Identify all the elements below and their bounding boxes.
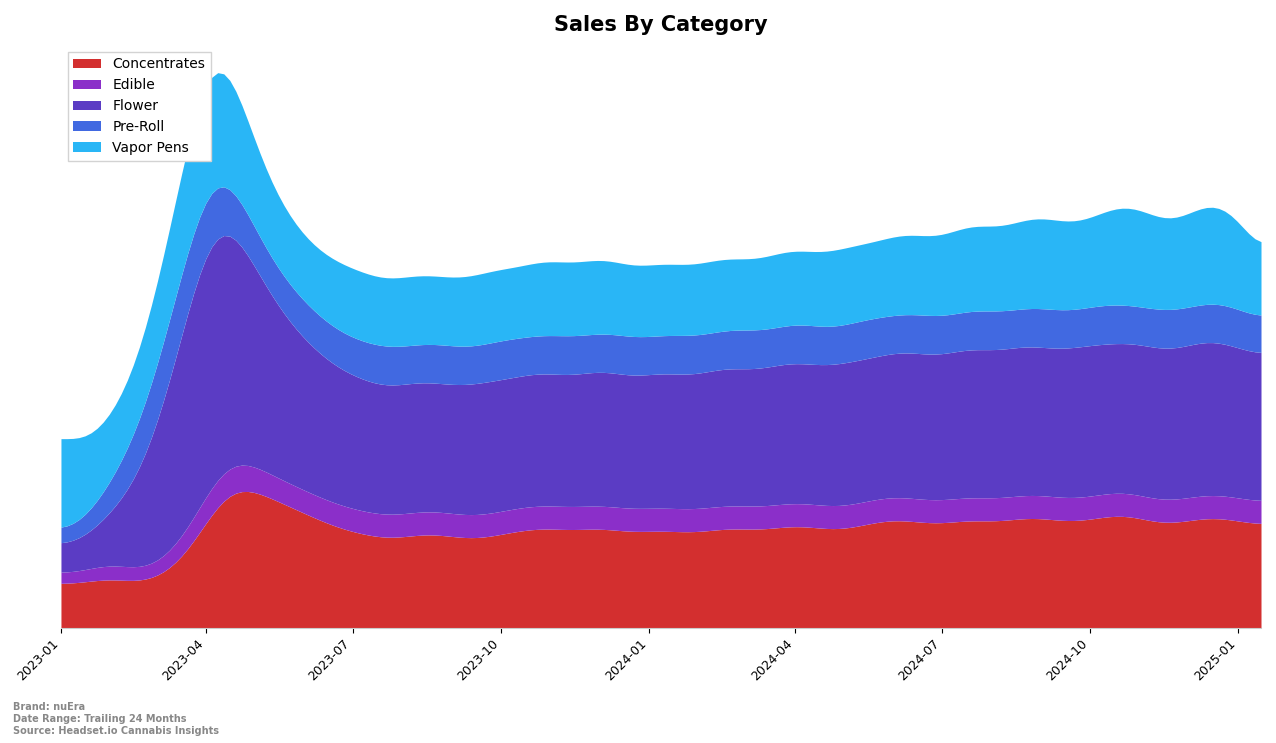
- Text: Brand: nuEra
Date Range: Trailing 24 Months
Source: Headset.io Cannabis Insights: Brand: nuEra Date Range: Trailing 24 Mon…: [13, 702, 218, 736]
- Legend: Concentrates, Edible, Flower, Pre-Roll, Vapor Pens: Concentrates, Edible, Flower, Pre-Roll, …: [68, 52, 211, 160]
- Title: Sales By Category: Sales By Category: [554, 15, 768, 35]
